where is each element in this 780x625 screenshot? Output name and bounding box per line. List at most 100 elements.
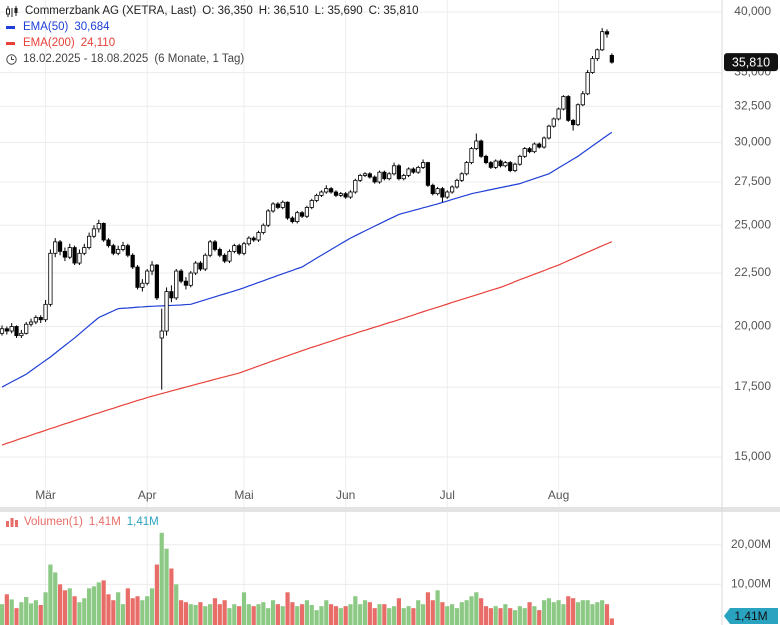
volume-bar	[522, 608, 527, 625]
volume-bar	[227, 608, 232, 625]
volume-bar	[208, 604, 213, 625]
volume-bar	[377, 604, 382, 625]
candle-body	[600, 31, 605, 51]
volume-bar	[212, 598, 218, 625]
volume-bar	[450, 604, 455, 625]
last-price-label: 35,810	[732, 55, 770, 69]
candle-body	[595, 49, 600, 59]
candle-body	[72, 247, 77, 264]
volume-bar	[604, 604, 610, 625]
candle-body	[464, 162, 469, 175]
candle-body	[508, 162, 513, 171]
volume-bar	[483, 606, 489, 625]
volume-bar	[590, 604, 595, 625]
candle-body	[517, 155, 522, 165]
volume-bar	[333, 606, 339, 625]
volume-bar	[130, 598, 135, 625]
candle-body	[91, 228, 97, 237]
volume-bar	[87, 588, 92, 625]
candle-body	[164, 291, 169, 332]
last-price-tag	[724, 53, 778, 72]
candle-body	[48, 252, 53, 305]
candle-body	[120, 245, 126, 250]
candle-body	[227, 250, 232, 262]
legend-title-row: Commerzbank AG (XETRA, Last) O: 36,350 H…	[6, 5, 419, 17]
candle-body	[571, 119, 576, 126]
candle-body	[246, 237, 251, 245]
volume-bar	[169, 568, 174, 625]
candle-body	[503, 162, 508, 167]
volume-bar	[508, 608, 513, 625]
volume-bar	[416, 600, 421, 625]
volume-bar	[48, 564, 53, 625]
volume-bar	[241, 592, 247, 625]
candle-body	[43, 303, 48, 321]
candle-body	[483, 155, 489, 164]
candle-body	[367, 173, 372, 178]
x-tick-label: Jul	[440, 488, 455, 502]
candle-body	[580, 93, 585, 106]
volume-bar	[595, 602, 600, 625]
volume-bar	[77, 602, 82, 625]
volume-bar	[164, 548, 169, 625]
candle-body	[285, 201, 290, 219]
candle-body	[111, 245, 116, 254]
volume-bar	[24, 597, 29, 625]
volume-bar	[343, 606, 348, 625]
volume-bar	[575, 602, 581, 625]
candle-body	[488, 162, 493, 168]
date-range: 18.02.2025 - 18.08.2025	[23, 53, 149, 65]
candle-body	[4, 328, 9, 332]
candle-body	[445, 191, 450, 198]
volume-bar	[154, 564, 159, 625]
volume-bar	[57, 584, 63, 625]
volume-bar	[135, 596, 140, 625]
candle-body	[425, 162, 431, 186]
volume-bar	[67, 588, 72, 625]
legend-name: EMA(50)	[23, 21, 69, 33]
candle-body	[454, 179, 460, 188]
candle-body	[232, 245, 237, 252]
candle-body	[203, 254, 208, 270]
candle-body	[125, 245, 130, 256]
volume-bar	[14, 608, 19, 625]
volume-bar	[125, 588, 130, 625]
volume-bar	[198, 602, 203, 625]
volume-bar	[498, 608, 503, 625]
legend-range: 18.02.2025 - 18.08.2025 (6 Monate, 1 Tag…	[6, 53, 244, 65]
candle-body	[77, 252, 82, 264]
candle-body	[130, 254, 135, 268]
candle-body	[309, 200, 314, 208]
candle-body	[333, 191, 339, 196]
volume-bar	[546, 598, 552, 625]
volume-bar	[358, 604, 363, 625]
candle-body	[406, 168, 411, 176]
volume-bar	[193, 604, 198, 625]
legend-swatch	[6, 41, 15, 45]
candle-body	[493, 160, 498, 168]
candle-body	[590, 58, 595, 73]
candle-body	[208, 241, 213, 256]
candle-body	[169, 291, 174, 299]
candle-icon	[6, 5, 18, 17]
candle-body	[275, 203, 280, 208]
ohlc-open: O: 36,350	[202, 5, 253, 17]
last-volume-label: 1,41M	[734, 609, 767, 623]
volume-bar	[445, 606, 450, 625]
candle-body	[561, 96, 566, 110]
volume-bar	[401, 608, 406, 625]
candle-body	[348, 191, 353, 198]
volume-bar	[430, 600, 435, 625]
candle-body	[411, 168, 416, 173]
candle-body	[551, 118, 556, 127]
volume-bar	[561, 604, 566, 625]
candle-body	[527, 148, 532, 153]
volume-bar	[266, 608, 271, 625]
candle-body	[319, 191, 324, 196]
volume-bar	[178, 600, 184, 625]
candle-body	[420, 162, 426, 168]
volume-bar	[324, 600, 329, 625]
volume-bar	[329, 604, 334, 625]
